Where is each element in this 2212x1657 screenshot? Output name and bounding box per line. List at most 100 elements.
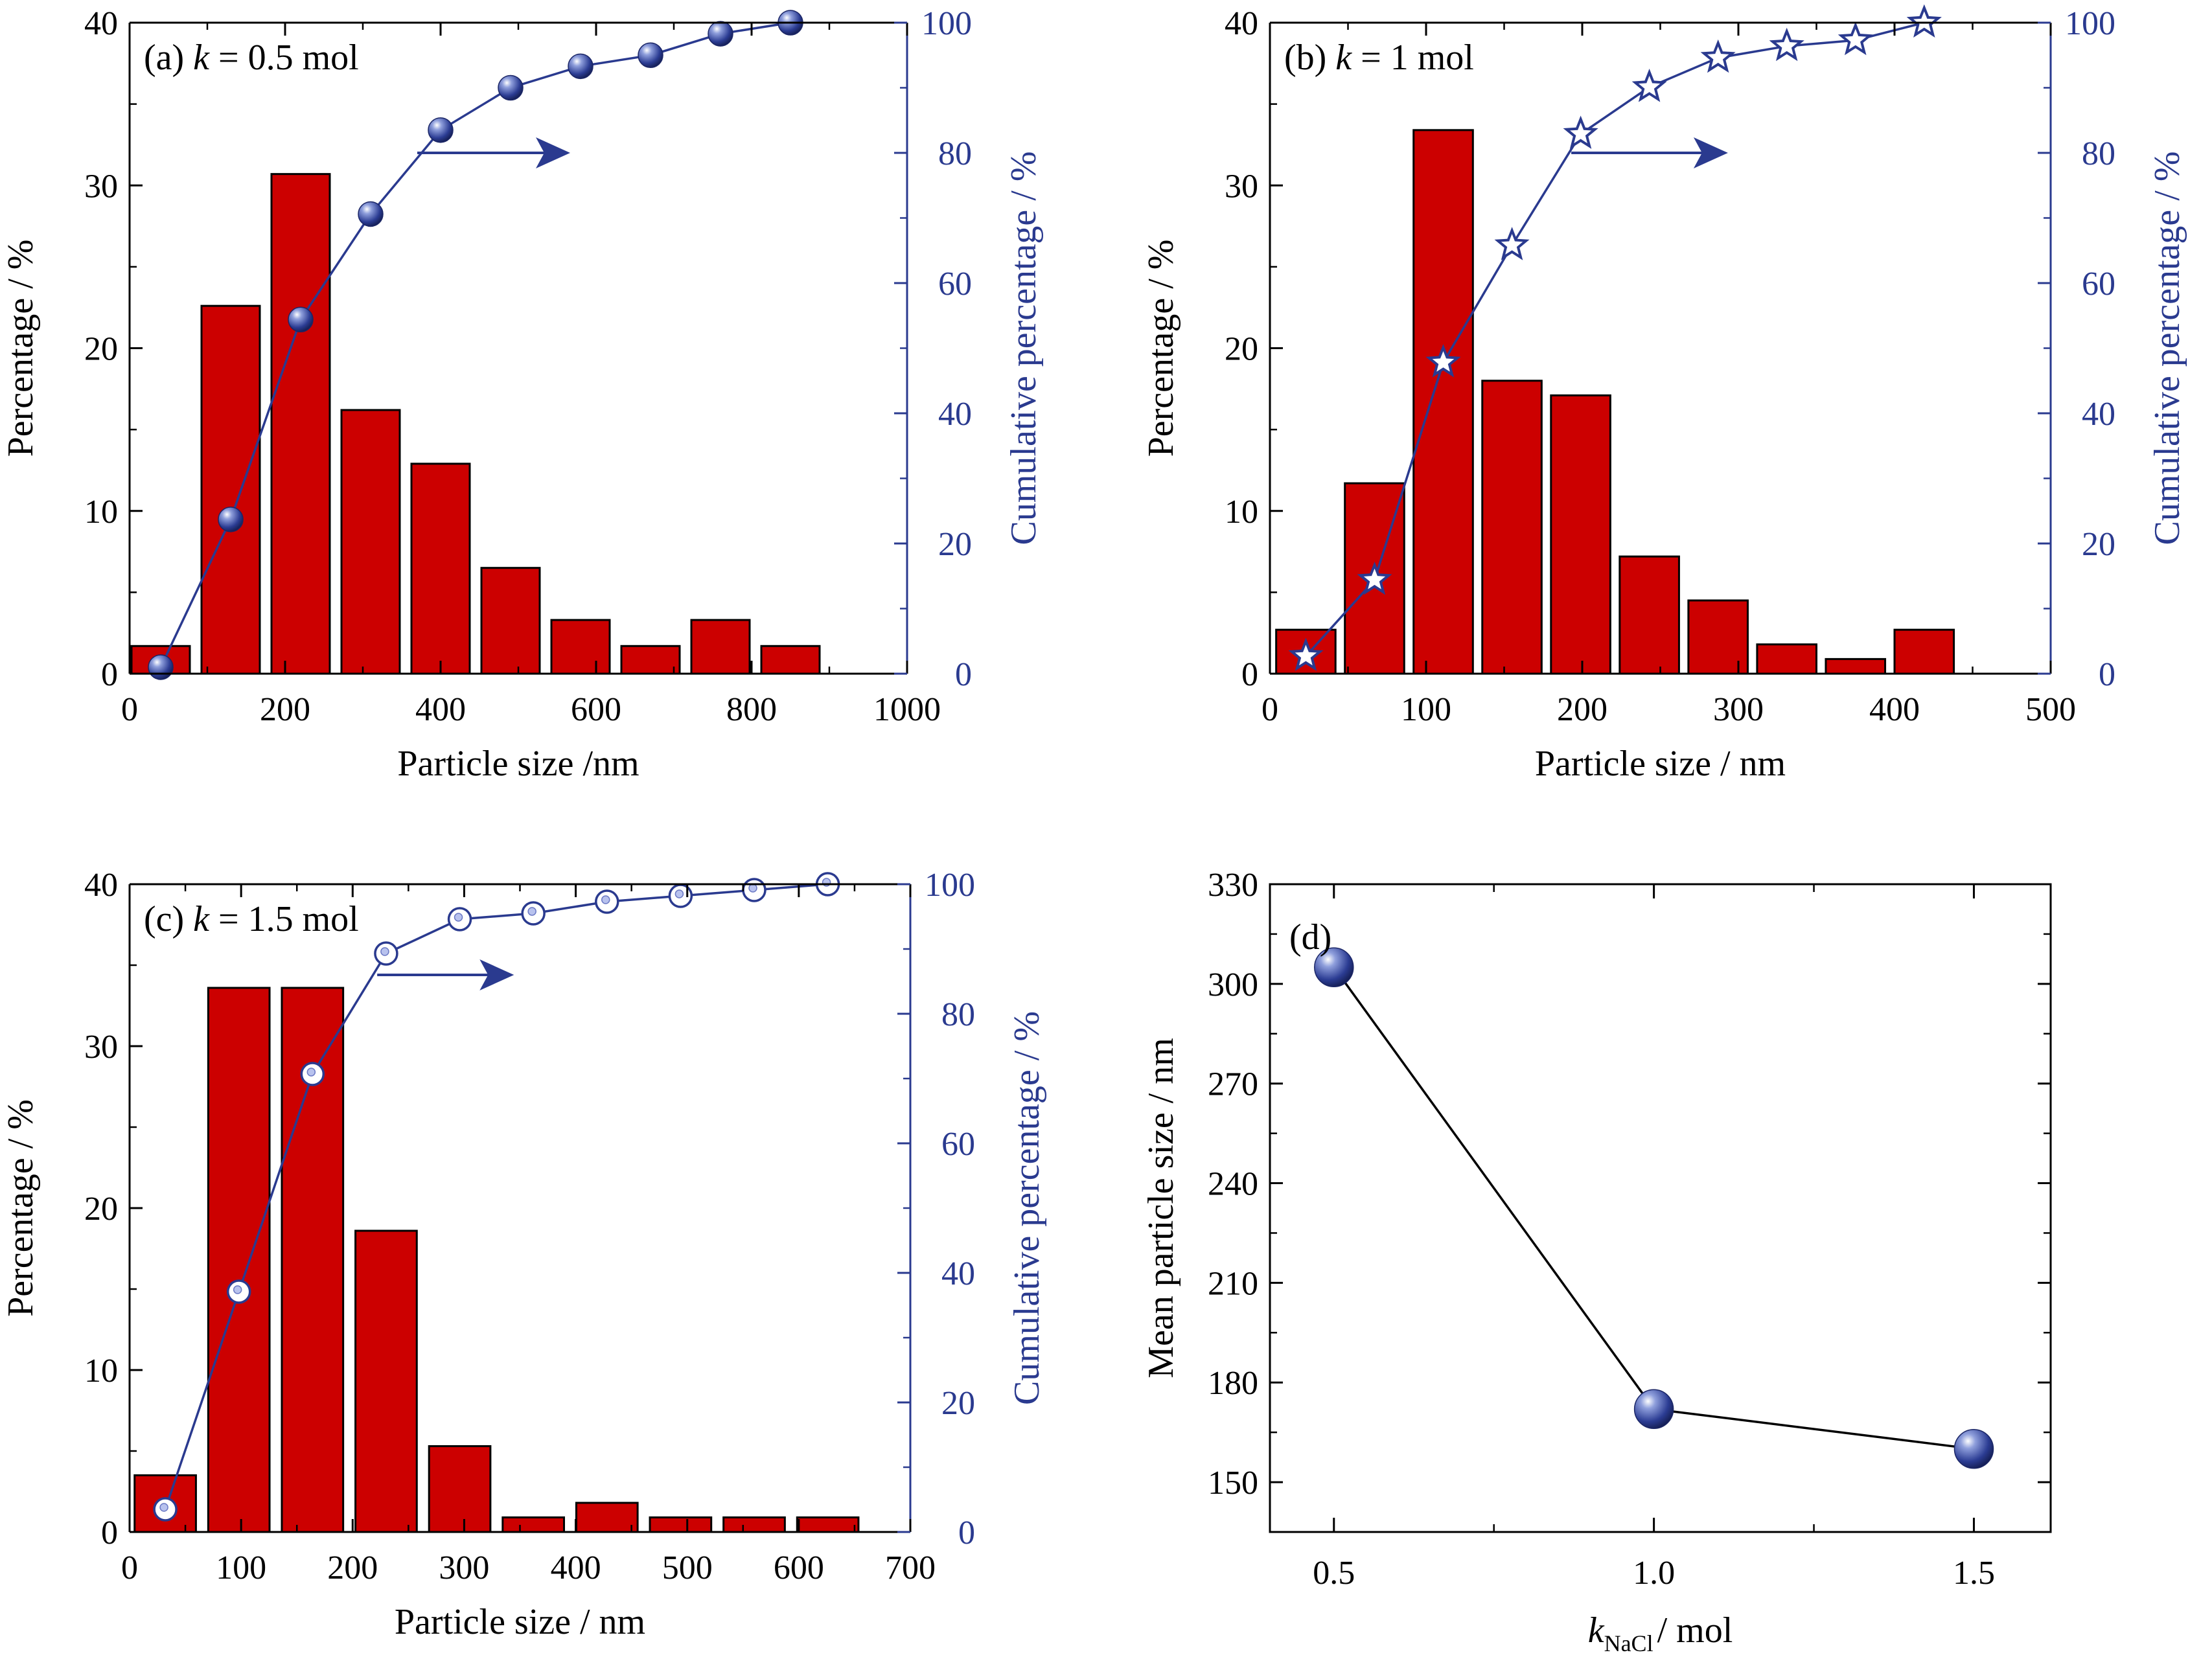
panel-letter: (a) bbox=[144, 38, 193, 78]
histogram-bar bbox=[1756, 643, 1817, 675]
histogram-bar bbox=[1893, 628, 1955, 675]
histogram-bar bbox=[270, 173, 331, 675]
y-axis-label: Mean particle size / nm bbox=[1141, 1038, 1181, 1378]
y-tick-label: 0 bbox=[101, 656, 118, 693]
histogram-bar bbox=[796, 1516, 860, 1533]
histogram-bar bbox=[340, 409, 401, 675]
y2-axis-label: Cumulative percentage / % bbox=[1007, 1011, 1047, 1405]
y2-tick-label: 60 bbox=[938, 266, 972, 303]
x-tick-label: 600 bbox=[774, 1549, 824, 1586]
histogram-bar bbox=[480, 567, 541, 675]
arrow-head bbox=[1693, 137, 1728, 168]
arrow-head bbox=[479, 959, 514, 990]
x-tick-label: 300 bbox=[1713, 691, 1764, 728]
y-tick-label: 300 bbox=[1208, 966, 1258, 1003]
panel-annotation: (d) bbox=[1289, 917, 1331, 957]
histogram-bar bbox=[620, 645, 681, 675]
cumulative-point-highlight bbox=[748, 884, 757, 893]
cumulative-point bbox=[1700, 39, 1736, 73]
x-tick-label: 0 bbox=[121, 1549, 138, 1586]
histogram-bar bbox=[354, 1229, 418, 1533]
panel-annotation: (c) k = 1.5 mol bbox=[144, 899, 359, 939]
y-tick-label: 0 bbox=[1241, 656, 1258, 693]
y-tick-label: 10 bbox=[1225, 494, 1258, 531]
k-symbol: k bbox=[1335, 38, 1352, 78]
y-tick-label: 30 bbox=[1225, 168, 1258, 205]
plot-frame bbox=[1269, 883, 2052, 1533]
cumulative-point bbox=[708, 21, 733, 47]
x-tick-label: 1.0 bbox=[1633, 1555, 1675, 1592]
y-axis-label: Percentage / % bbox=[1, 1099, 41, 1317]
y2-tick-label: 100 bbox=[921, 5, 972, 42]
histogram-bar bbox=[410, 463, 471, 675]
x-tick-label: 600 bbox=[571, 691, 621, 728]
x-tick-label: 400 bbox=[415, 691, 466, 728]
histogram-bar bbox=[501, 1516, 565, 1533]
k-value: = 1.5 mol bbox=[209, 899, 359, 939]
cumulative-point bbox=[288, 306, 314, 333]
histogram-bar bbox=[550, 619, 611, 675]
y2-tick-label: 0 bbox=[2099, 656, 2115, 693]
cumulative-point bbox=[638, 42, 663, 68]
y-tick-label: 10 bbox=[84, 494, 118, 531]
chart-panel-1: 0 200 400 600 800 1000010203040020406080100Pa… bbox=[1, 5, 1044, 784]
cumulative-point bbox=[498, 74, 524, 101]
y-axis-label: Percentage / % bbox=[1141, 240, 1181, 457]
chart-panel-4: 0.5 1.0 1.5 150 180 210 240 270 300 330 Mean parti… bbox=[1141, 867, 2052, 1656]
y2-axis-label: Cumulative percentage / % bbox=[1004, 152, 1044, 545]
histogram-bar bbox=[1481, 380, 1543, 675]
histogram-bar bbox=[207, 987, 271, 1533]
y2-tick-label: 40 bbox=[941, 1255, 975, 1292]
cumulative-point-highlight bbox=[674, 889, 684, 898]
cumulative-point-highlight bbox=[454, 913, 463, 922]
y-tick-label: 40 bbox=[84, 867, 118, 904]
y2-tick-label: 40 bbox=[938, 396, 972, 433]
cumulative-point-highlight bbox=[233, 1285, 242, 1294]
x-tick-label: 0 bbox=[121, 691, 138, 728]
y2-tick-label: 0 bbox=[955, 656, 972, 693]
cumulative-point bbox=[1563, 115, 1598, 149]
panel-annotation: (b) k = 1 mol bbox=[1284, 38, 1474, 78]
histogram-bar bbox=[1550, 394, 1611, 675]
arrow-head bbox=[536, 137, 570, 168]
x-tick-label: 100 bbox=[216, 1549, 266, 1586]
cumulative-point bbox=[148, 654, 174, 680]
cumulative-point bbox=[1425, 344, 1461, 378]
x-tick-label: 0 bbox=[1262, 691, 1278, 728]
y-tick-label: 30 bbox=[84, 1029, 118, 1066]
x-tick-label: 0.5 bbox=[1313, 1555, 1355, 1592]
cumulative-point bbox=[428, 117, 454, 143]
y2-tick-label: 100 bbox=[2065, 5, 2115, 42]
y2-tick-label: 80 bbox=[2082, 135, 2115, 172]
x-tick-label: 500 bbox=[662, 1549, 713, 1586]
cumulative-point-highlight bbox=[159, 1503, 168, 1512]
cumulative-point-highlight bbox=[380, 947, 389, 956]
cumulative-point bbox=[1838, 21, 1873, 56]
y-tick-label: 330 bbox=[1208, 867, 1258, 904]
x-tick-label: 500 bbox=[2025, 691, 2076, 728]
x-tick-label: 400 bbox=[551, 1549, 601, 1586]
x-tick-label: 200 bbox=[327, 1549, 378, 1586]
histogram-bar bbox=[428, 1445, 492, 1533]
x-tick-label: 1000 bbox=[873, 691, 941, 728]
mean-size-line bbox=[1333, 966, 1974, 1450]
y2-axis-label: Cumulative percentage / % bbox=[2147, 152, 2187, 545]
y-tick-label: 180 bbox=[1208, 1365, 1258, 1402]
unit: / mol bbox=[1657, 1610, 1733, 1651]
cumulative-point bbox=[1906, 4, 1942, 38]
cumulative-point bbox=[218, 507, 244, 532]
x-axis-label: Particle size / nm bbox=[1535, 744, 1786, 784]
cumulative-point-highlight bbox=[306, 1068, 316, 1077]
y-tick-label: 150 bbox=[1208, 1465, 1258, 1502]
histogram-bar bbox=[1619, 555, 1680, 675]
x-tick-label: 200 bbox=[1557, 691, 1607, 728]
cumulative-line bbox=[164, 883, 828, 1510]
mean-size-point bbox=[1633, 1389, 1674, 1430]
histogram-bar bbox=[722, 1516, 786, 1533]
y-tick-label: 20 bbox=[1225, 331, 1258, 368]
cumulative-point bbox=[1769, 27, 1804, 62]
chart-panel-2: 0 100 200 300 400 500010203040020406080100Par… bbox=[1141, 4, 2187, 784]
x-axis-label: Particle size / nm bbox=[395, 1602, 645, 1642]
k-value: = 1 mol bbox=[1352, 38, 1474, 78]
